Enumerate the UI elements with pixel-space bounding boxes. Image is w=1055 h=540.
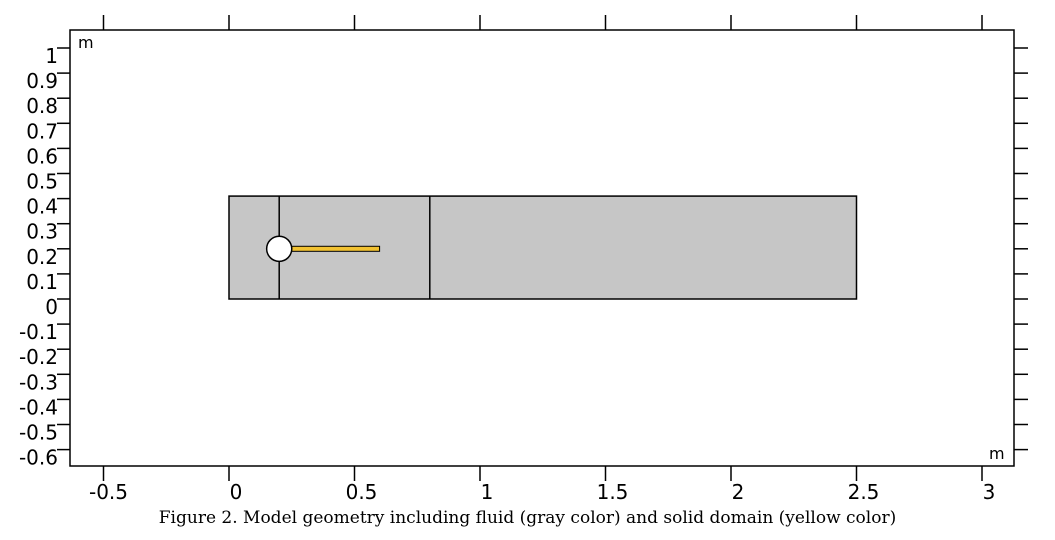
y-tick-label: 0.9 — [26, 69, 58, 93]
y-tick-label: 0.4 — [26, 195, 58, 219]
x-tick-label: -0.5 — [89, 480, 128, 500]
y-tick-label: 0.1 — [26, 270, 58, 294]
geometry — [228, 195, 858, 300]
y-tick-label: -0.1 — [19, 320, 58, 344]
y-tick-label: 1 — [45, 44, 58, 68]
y-tick-label: -0.2 — [19, 345, 58, 369]
x-tick-label: 3 — [983, 480, 996, 500]
y-tick-label: 0.2 — [26, 245, 58, 269]
y-tick-label: 0.7 — [26, 119, 58, 143]
y-unit-label: m — [78, 33, 94, 52]
y-tick-label: 0.3 — [26, 220, 58, 244]
x-tick-label: 0 — [230, 480, 243, 500]
geometry-plot: -0.5 0 0.5 1 1.5 2 2.5 310.90.80.70.60.50.40.30… — [19, 15, 1028, 500]
y-tick-label: 0.6 — [26, 144, 58, 168]
x-unit-label: m — [989, 444, 1005, 463]
x-tick-label: 0.5 — [346, 480, 378, 500]
plot-frame — [69, 29, 1015, 467]
y-tick-label: 0.5 — [26, 170, 58, 194]
x-tick-label: 2.5 — [848, 480, 880, 500]
y-tick-label: -0.5 — [19, 421, 58, 445]
x-tick-label: 1 — [481, 480, 494, 500]
x-tick-label: 1.5 — [597, 480, 629, 500]
y-tick-label: 0.8 — [26, 94, 58, 118]
x-tick-label: 2 — [732, 480, 745, 500]
y-tick-label: -0.6 — [19, 446, 58, 470]
figure-caption: Figure 2. Model geometry including fluid… — [158, 508, 897, 528]
cylinder — [265, 235, 293, 263]
y-tick-label: 0 — [45, 295, 58, 319]
axis-ticks: -0.5 0 0.5 1 1.5 2 2.5 310.90.80.70.60.50.40.30… — [19, 15, 1028, 500]
y-tick-label: -0.3 — [19, 370, 58, 394]
solid-beam — [291, 245, 381, 252]
y-tick-label: -0.4 — [19, 395, 58, 419]
